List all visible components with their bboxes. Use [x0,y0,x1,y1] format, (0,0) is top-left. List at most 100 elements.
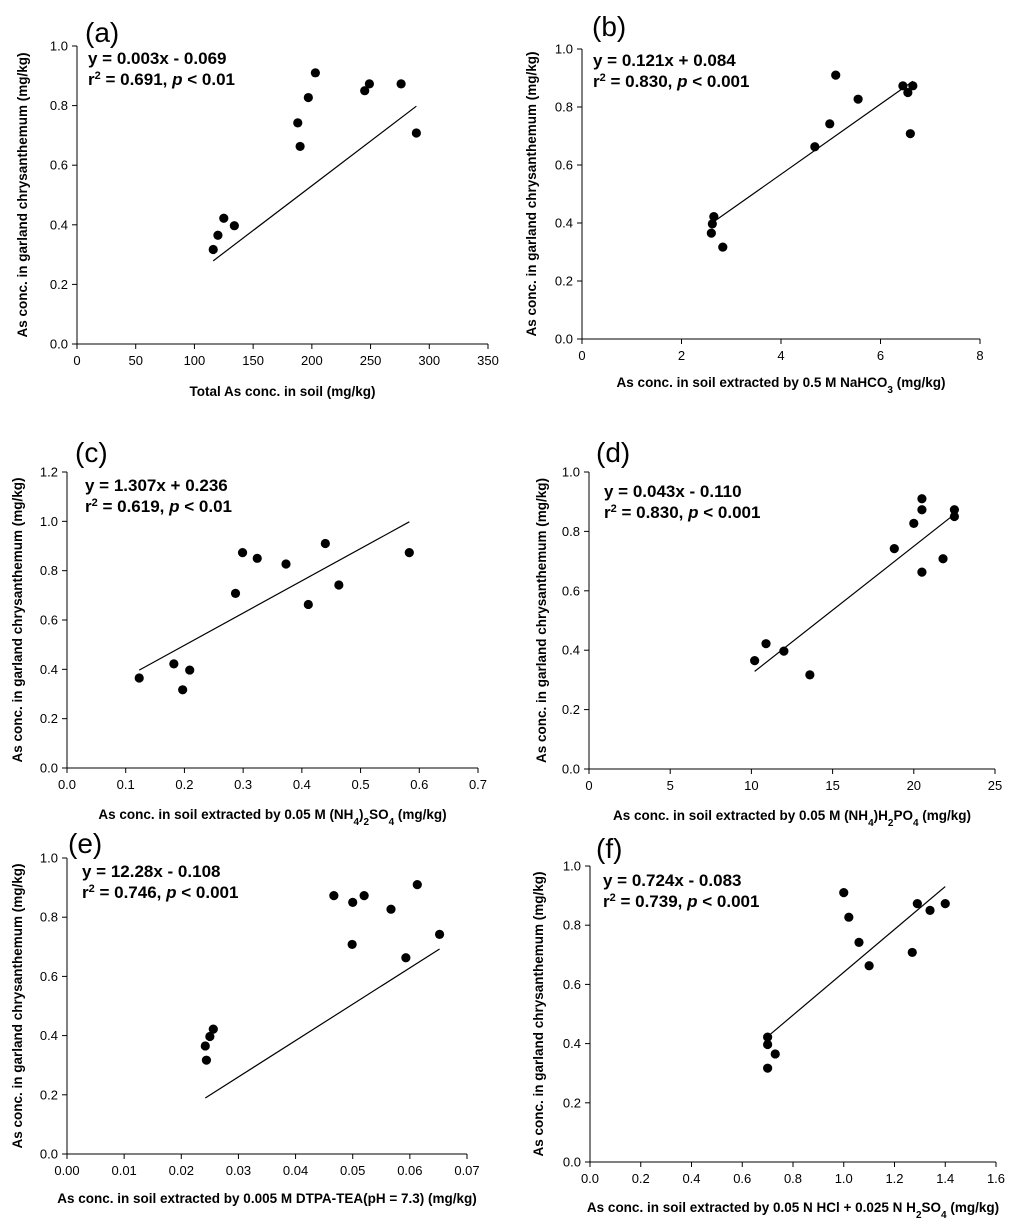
p-value: < 0.001 [699,503,761,522]
data-point [347,939,357,950]
x-tick-label: 1.0 [835,1171,853,1186]
data-point [825,119,835,129]
data-point [169,659,179,669]
regression-equation: y = 0.724x - 0.083 [603,871,741,890]
panel-label: (a) [85,17,119,48]
data-point [763,1063,773,1073]
r-squared-value: = 0.830, [606,72,677,91]
y-tick-label: 0.8 [562,524,580,539]
x-tick-label: 50 [128,353,142,368]
x-tick-label: 8 [976,348,983,363]
y-tick-label: 0.6 [50,158,68,173]
x-axis-label: As conc. in soil extracted by 0.05 M (NH… [98,807,446,828]
x-axis-label: As conc. in soil extracted by 0.05 N HCl… [587,1200,999,1221]
y-tick-label: 1.0 [40,514,58,529]
x-tick-label: 100 [184,353,206,368]
x-tick-label: 0.6 [410,777,428,792]
x-tick-label: 0.2 [175,777,193,792]
data-point [396,79,406,89]
data-point [213,230,223,240]
r-symbol: r [85,497,92,516]
x-axis-label-subscript: 4 [868,818,874,829]
x-tick-label: 0.0 [58,777,76,792]
x-tick-label: 0.02 [169,1163,194,1178]
data-point [229,221,239,231]
data-point [293,118,303,128]
data-point [208,1024,218,1034]
y-tick-label: 0.2 [555,274,573,289]
data-point [200,1041,210,1051]
y-tick-label: 1.0 [40,851,58,866]
x-tick-label: 150 [242,353,264,368]
p-symbol: p [676,72,687,91]
panel-a: 0 50 100 150 200 250 300 350 0.0 0.2 0.4 0.6 0.8 1.0 (… [15,17,499,399]
y-tick-label: 0.0 [563,1155,581,1170]
data-point [949,505,960,515]
data-point [359,890,369,901]
p-symbol: p [171,70,182,89]
data-point [348,897,358,908]
y-tick-label: 0.6 [563,977,581,992]
x-tick-label: 250 [360,353,382,368]
data-point [770,1049,780,1059]
y-tick-label: 0.6 [40,969,58,984]
data-point [303,599,313,610]
x-axis-label: As conc. in soil extracted by 0.05 M (NH… [613,808,971,829]
data-point [178,685,188,695]
data-point [252,553,262,563]
x-axis-label-subscript: 4 [913,818,919,829]
data-point [907,947,917,958]
data-point [412,880,422,890]
y-tick-label: 0.8 [555,100,573,115]
x-axis-label-part: As conc. in soil extracted by 0.05 M (NH [613,808,868,823]
data-point [185,665,195,675]
x-tick-label: 0.00 [54,1163,79,1178]
y-tick-label: 1.0 [50,39,68,54]
panel-b: 0 2 4 6 8 0.0 0.2 0.4 0.6 0.8 1.0 (b) y = 0.121x + 0… [524,11,984,396]
data-point [925,905,935,916]
x-axis-label-part: (mg/kg) [394,807,447,822]
r-squared-text: r2 = 0.830, p < 0.001 [604,503,760,522]
y-tick-label: 0.6 [40,613,58,628]
data-point [295,141,305,152]
x-tick-label: 300 [418,353,440,368]
y-tick-label: 1.0 [562,465,580,480]
x-axis-label-part: As conc. in soil extracted by 0.05 M (NH [98,807,353,822]
x-tick-label: 0.8 [784,1171,802,1186]
y-tick-label: 0.0 [40,1147,58,1162]
data-point [889,544,899,554]
x-tick-label: 0.2 [632,1171,650,1186]
x-tick-label: 0.0 [581,1171,599,1186]
data-point [230,588,241,598]
p-symbol: p [686,892,697,911]
r-superscript: 2 [611,503,617,515]
x-axis-label-part: SO [369,807,389,822]
data-point [334,580,344,590]
data-point [237,548,248,558]
panel-label: (c) [75,437,108,468]
r-squared-text: r2 = 0.619, p < 0.01 [85,497,232,516]
r-symbol: r [604,503,611,522]
data-point [763,1032,773,1042]
x-tick-label: 0.4 [293,777,311,792]
y-tick-label: 0.4 [40,1028,58,1043]
data-point [329,890,339,901]
x-axis-label-part: (mg/kg) [919,808,972,823]
p-value: < 0.001 [688,72,750,91]
r-superscript: 2 [92,497,98,509]
data-point [810,142,820,152]
data-point [434,929,445,939]
r-superscript: 2 [600,72,606,84]
y-tick-label: 0.0 [40,761,58,776]
panel-c: 0.0 0.1 0.2 0.3 0.4 0.5 0.6 0.7 0.0 0.2 0.4 0.6 0.8 1… [10,437,487,828]
data-point [750,655,760,666]
regression-line [767,886,946,1038]
data-point [411,128,421,138]
x-axis-label-part: As conc. in soil extracted by 0.005 M DT… [57,1191,476,1206]
y-tick-label: 0.4 [562,643,580,658]
y-tick-label: 0.6 [562,583,580,598]
y-axis-label: As conc. in garland chrysanthemum (mg/kg… [534,478,549,763]
x-axis-label-part: )H [874,808,888,823]
data-point [905,129,915,139]
